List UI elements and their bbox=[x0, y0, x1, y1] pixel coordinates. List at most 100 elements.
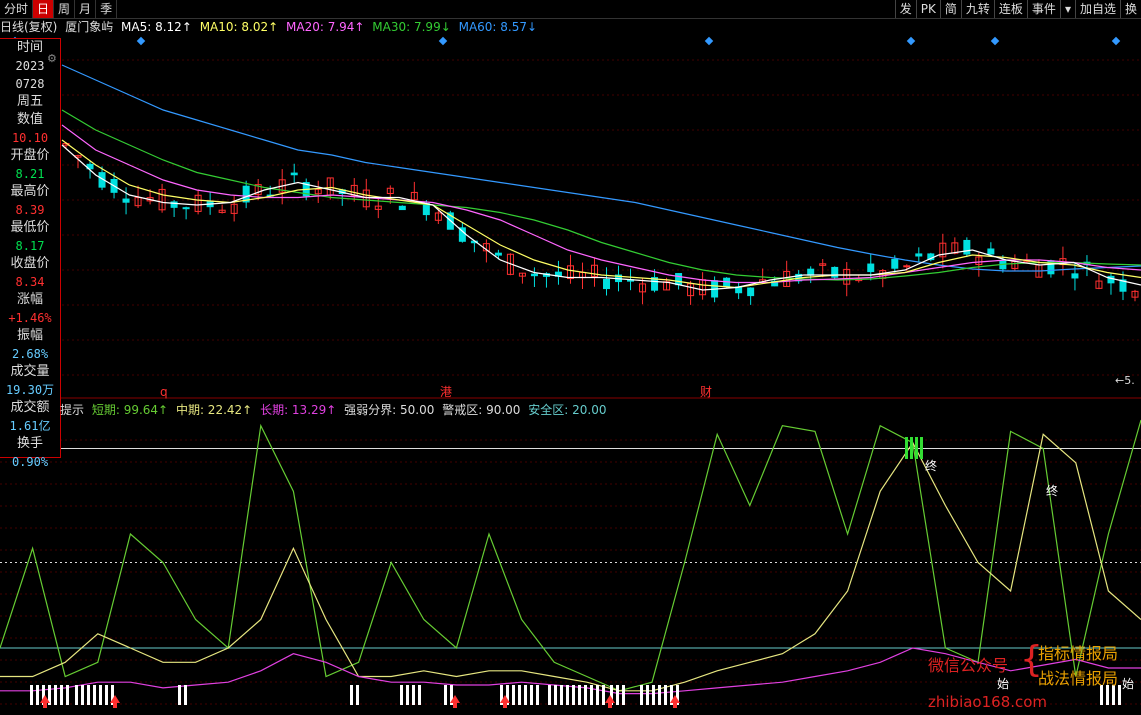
signal-bar bbox=[506, 685, 509, 705]
info-value-5: 8.39 bbox=[15, 203, 45, 217]
candle-body bbox=[410, 191, 418, 201]
candle-body bbox=[122, 198, 130, 203]
candle-body bbox=[170, 201, 178, 208]
gear-icon[interactable]: ⚙ bbox=[47, 52, 57, 65]
info-value-1: 0728 bbox=[15, 77, 45, 91]
event-diamond-1 bbox=[136, 36, 146, 46]
signal-bar bbox=[81, 685, 84, 705]
candle-body bbox=[915, 253, 923, 257]
info-label-0: 时间 bbox=[16, 40, 43, 55]
signal-bar bbox=[1100, 685, 1103, 705]
candle-body bbox=[386, 187, 394, 194]
signal-bar bbox=[444, 685, 447, 705]
function-tab-4[interactable]: 连板 bbox=[993, 0, 1027, 18]
candle-body bbox=[182, 207, 190, 210]
event-diamond-3 bbox=[704, 36, 714, 46]
info-value-12: 0.90% bbox=[11, 455, 49, 469]
sell-bar bbox=[915, 437, 918, 459]
ma30-line bbox=[61, 109, 1141, 281]
marker-gang: 港 bbox=[440, 385, 452, 399]
signal-bar bbox=[590, 685, 593, 705]
signal-bar bbox=[646, 685, 649, 705]
info-value-3: 10.10 bbox=[11, 131, 49, 145]
candle-body bbox=[675, 273, 683, 286]
signal-bar bbox=[500, 685, 503, 705]
candle-body bbox=[651, 277, 659, 291]
event-diamond-5 bbox=[990, 36, 1000, 46]
candle-body bbox=[518, 272, 526, 277]
candle-body bbox=[530, 273, 538, 277]
function-tab-1[interactable]: PK bbox=[915, 0, 940, 18]
signal-bar bbox=[178, 685, 181, 705]
warn-value: 警戒区: 90.00 bbox=[442, 403, 521, 417]
function-tab-7[interactable]: 加自选 bbox=[1074, 0, 1120, 18]
info-label-8: 涨幅 bbox=[16, 292, 43, 307]
period-label: 日线(复权) bbox=[0, 20, 58, 34]
signal-bar bbox=[676, 685, 679, 705]
long-term-value: 长期: 13.29↑ bbox=[260, 403, 337, 417]
tab-2[interactable]: 周 bbox=[54, 0, 76, 18]
info-label-11: 成交额 bbox=[10, 400, 50, 415]
function-tab-2[interactable]: 简 bbox=[939, 0, 961, 18]
candle-body bbox=[963, 239, 971, 255]
buy-arrow-2 bbox=[450, 695, 460, 708]
tab-4[interactable]: 季 bbox=[96, 0, 118, 18]
ma60-line bbox=[61, 64, 1141, 272]
tab-0[interactable]: 分时 bbox=[0, 0, 34, 18]
info-value-0: 2023 bbox=[15, 59, 45, 73]
tab-3[interactable]: 月 bbox=[75, 0, 97, 18]
signal-bar bbox=[184, 685, 187, 705]
candle-body bbox=[807, 268, 815, 276]
safe-value: 安全区: 20.00 bbox=[528, 403, 607, 417]
candle-body bbox=[903, 265, 911, 268]
signal-bar bbox=[670, 685, 673, 705]
function-tab-6[interactable]: ▾ bbox=[1059, 0, 1075, 18]
sell-bar bbox=[920, 437, 923, 459]
signal-bar bbox=[572, 685, 575, 705]
label-zhong-2: 终 bbox=[1046, 483, 1058, 498]
candle-body bbox=[398, 205, 406, 211]
tab-1[interactable]: 日 bbox=[33, 0, 55, 18]
candle-body bbox=[230, 203, 238, 214]
watermark-wechat: 微信公众号 bbox=[928, 656, 1009, 675]
function-tab-0[interactable]: 发 bbox=[894, 0, 916, 18]
mid_term-line bbox=[0, 433, 1141, 692]
label-zhong-1: 终 bbox=[925, 458, 937, 473]
signal-bar bbox=[602, 685, 605, 705]
function-tab-5[interactable]: 事件 bbox=[1026, 0, 1060, 18]
signal-bar bbox=[652, 685, 655, 705]
info-value-6: 8.17 bbox=[15, 239, 45, 253]
signal-bar bbox=[596, 685, 599, 705]
signal-bar bbox=[105, 685, 108, 705]
signal-bar bbox=[548, 685, 551, 705]
info-label-7: 收盘价 bbox=[10, 256, 50, 271]
signal-bar bbox=[622, 685, 625, 705]
info-label-12: 换手 bbox=[16, 436, 43, 451]
candle-body bbox=[831, 266, 839, 278]
signal-bar bbox=[450, 685, 453, 705]
candle-body bbox=[434, 212, 442, 221]
candle-body bbox=[218, 209, 226, 213]
function-tab-3[interactable]: 九转 bbox=[960, 0, 994, 18]
info-label-3: 数值 bbox=[16, 112, 43, 127]
signal-bar bbox=[664, 685, 667, 705]
indicator-legend: 提示 短期: 99.64↑ 中期: 22.42↑ 长期: 13.29↑ 强弱分界… bbox=[60, 402, 610, 418]
last-price-label: ←5. bbox=[1115, 374, 1135, 387]
event-diamond-6 bbox=[1111, 36, 1121, 46]
info-label-10: 成交量 bbox=[10, 364, 50, 379]
signal-bar bbox=[99, 685, 102, 705]
signal-bar bbox=[610, 685, 613, 705]
signal-bar bbox=[1118, 685, 1121, 705]
period-tabs: 分时日周月季 bbox=[0, 0, 118, 18]
signal-bar bbox=[356, 685, 359, 705]
buy-arrow-1 bbox=[110, 695, 120, 708]
event-diamond-4 bbox=[906, 36, 916, 46]
info-label-9: 振幅 bbox=[16, 328, 43, 343]
function-tab-8[interactable]: 换 bbox=[1119, 0, 1141, 18]
signal-bar bbox=[350, 685, 353, 705]
signal-bar bbox=[536, 685, 539, 705]
indicator-hint: 提示 bbox=[60, 403, 85, 417]
mid-term-value: 中期: 22.42↑ bbox=[175, 403, 253, 417]
short-term-value: 短期: 99.64↑ bbox=[91, 403, 169, 417]
